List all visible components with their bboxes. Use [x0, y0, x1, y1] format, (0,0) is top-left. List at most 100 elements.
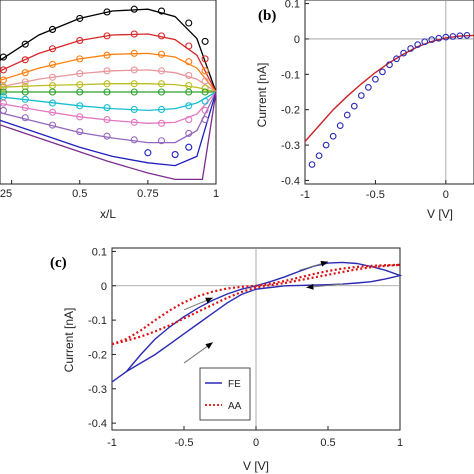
panel-a-marker [76, 55, 84, 63]
panel-a-marker [48, 99, 57, 107]
panel-a-marker [48, 73, 57, 81]
panel-a-xtick-label: 1 [213, 188, 219, 200]
panel-a-marker [185, 129, 193, 137]
panel-a-marker [201, 106, 209, 114]
panel-b-ticks: -1 -0.5 0 0.1 0 -0.1 -0.2 -0.3 -0.4 [281, 0, 449, 201]
panel-a-marker [103, 80, 111, 88]
panel-a-marker [157, 7, 166, 15]
panel-b-xlabel: V [V] [427, 207, 453, 221]
panel-a-marker [130, 66, 138, 74]
legend-label-fe: FE [228, 379, 241, 390]
panel-a-marker [21, 104, 29, 112]
panel-a-marker [171, 151, 179, 159]
panel-a-marker [157, 105, 166, 114]
panel-c-ytick-label: -0.4 [88, 418, 107, 430]
panel-a-xtick-label: 0.75 [137, 188, 158, 200]
panel-a-marker [185, 88, 193, 96]
panel-b-marker [393, 55, 400, 63]
panel-c: -1 -0.5 0 0.5 1 0.1 0 -0.1 -0.2 -0.3 -0.4 (c) Curr… [50, 246, 403, 473]
panel-a-marker [130, 30, 138, 38]
panel-c-xtick-label: -1 [107, 437, 117, 449]
panel-a-ticks: 25 0.5 0.75 1 [0, 180, 219, 200]
panel-c-loop-aa [111, 263, 401, 346]
panel-a-marker [76, 102, 84, 110]
panel-a-marker [130, 80, 138, 88]
panel-b-ytick-label: -0.3 [281, 140, 300, 152]
panel-b-marker [350, 102, 358, 110]
panel-b-ytick-label: -0.1 [281, 69, 300, 81]
panel-b-ytick-label: 0 [294, 34, 300, 46]
panel-b-marker [379, 68, 386, 76]
panel-a-marker [21, 88, 29, 96]
panel-a-marker [76, 70, 84, 78]
panel-c-xtick-label: 0.5 [320, 437, 335, 449]
panel-b-zero-lines [305, 0, 474, 184]
panel-b-marker [365, 84, 372, 91]
panel-a-marker [185, 19, 193, 27]
panel-b-marker [329, 132, 337, 140]
panel-a-marker [130, 136, 138, 144]
panel-b-xtick-label: 0 [443, 189, 449, 201]
panel-a-marker [157, 80, 166, 88]
panel-b-marker [407, 45, 414, 52]
panel-a-curve-0 [0, 8, 217, 93]
panel-a-marker [144, 149, 152, 157]
panel-c-tag: (c) [50, 255, 67, 271]
panel-a-marker [76, 14, 84, 22]
panel-a-marker [130, 105, 138, 114]
panel-b-ylabel: Current [nA] [255, 63, 269, 128]
panel-a-marker [21, 114, 29, 122]
panel-a-marker [185, 71, 193, 79]
panel-a-marker [157, 88, 166, 96]
panel-c-legend: FE AA [199, 367, 251, 421]
panel-a-marker [103, 32, 111, 40]
panel-b-marker [456, 32, 464, 40]
panel-a-marker [21, 56, 29, 64]
panel-a-markers [0, 5, 209, 159]
panel-b-ytick-label: 0.1 [285, 0, 300, 11]
panel-c-ylabel: Current [nA] [62, 308, 76, 373]
panel-a-marker [201, 37, 209, 45]
panel-a-marker [130, 5, 138, 13]
panel-a-marker [48, 121, 57, 129]
panel-a-curve-1 [0, 33, 217, 93]
panel-a-curve-10 [0, 91, 217, 181]
panel-a-curve-2 [0, 52, 217, 93]
panel-a-xlabel: x/L [100, 207, 116, 221]
panel-c-ytick-label: 0 [101, 281, 107, 293]
panel-b-marker [435, 34, 443, 42]
panel-a-marker [0, 106, 7, 114]
panel-b-model-line [304, 34, 474, 142]
panel-b-marker [400, 49, 407, 57]
panel-a-marker [201, 55, 209, 63]
panel-a-marker [48, 45, 57, 53]
panel-c-ytick-label: -0.1 [88, 315, 107, 327]
panel-c-ytick-label: -0.3 [88, 384, 107, 396]
panel-a-marker [0, 88, 7, 96]
panel-a-marker [21, 69, 29, 77]
panel-a-marker [21, 78, 29, 86]
panel-b-series [304, 32, 474, 168]
panel-c-xtick-label: 1 [397, 437, 403, 449]
panel-a-marker [130, 49, 138, 57]
panel-a-curve-4 [0, 83, 217, 93]
panel-a-marker [157, 67, 166, 75]
panel-a-marker [48, 108, 57, 116]
panel-a-xtick-label: 25 [0, 188, 12, 200]
panel-b-ytick-label: -0.4 [281, 175, 300, 187]
panel-a-marker [185, 116, 193, 124]
legend-label-aa: AA [228, 401, 242, 412]
panel-a-marker [130, 88, 138, 96]
panel-a-marker [103, 67, 111, 75]
panel-a-marker [201, 84, 209, 92]
panel-a-marker [157, 119, 166, 127]
panel-a-marker [201, 67, 209, 75]
panel-a-marker [0, 66, 7, 74]
panel-b-xtick-label: -0.5 [366, 189, 385, 201]
panel-b-marker [428, 36, 436, 43]
panel-c-arrows [183, 260, 343, 364]
panel-b-marker [372, 75, 379, 83]
panel-a-marker [21, 40, 29, 48]
panel-a-curve-9 [0, 91, 217, 167]
panel-b-marker [449, 33, 457, 40]
